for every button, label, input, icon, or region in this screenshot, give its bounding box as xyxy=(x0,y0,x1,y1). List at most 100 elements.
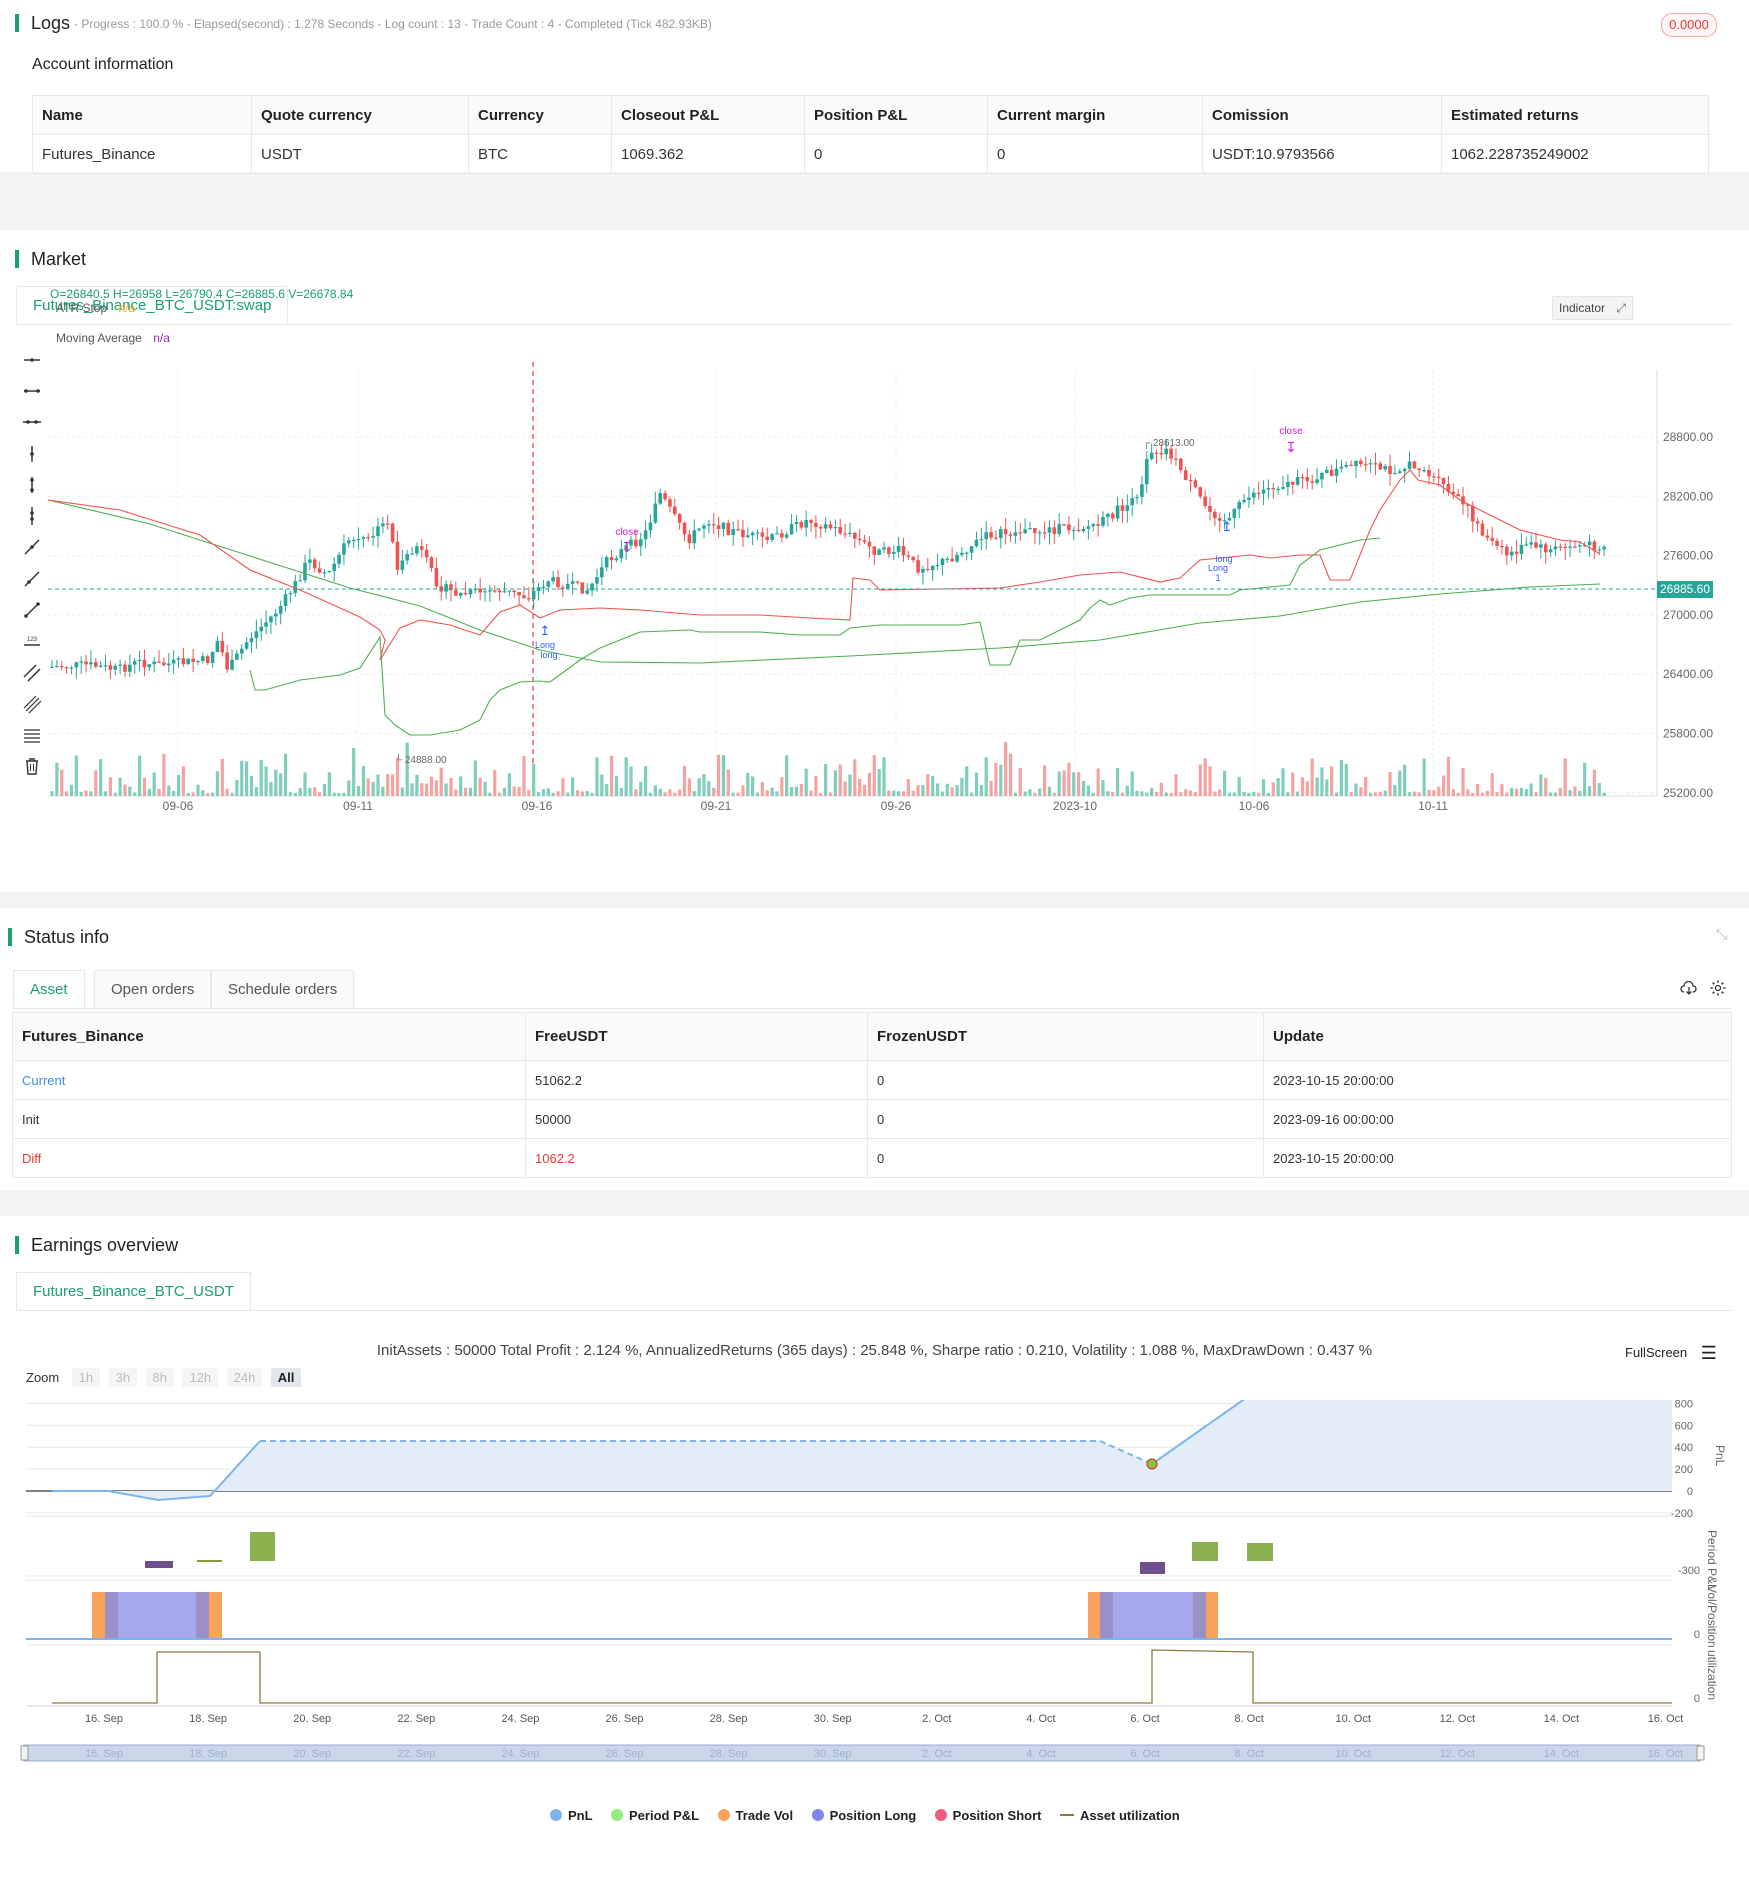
candle-body xyxy=(244,642,249,649)
candle-body xyxy=(838,527,843,534)
zoom-8h-button[interactable]: 8h xyxy=(145,1368,174,1387)
vertical-segment-icon[interactable] xyxy=(22,475,42,495)
candle-body xyxy=(512,590,517,592)
candle-body xyxy=(230,659,234,670)
candle-body xyxy=(1290,481,1295,485)
candle-body xyxy=(784,534,789,538)
zoom-3h-button[interactable]: 3h xyxy=(108,1368,138,1387)
pnl-tick-label: 0 xyxy=(1687,1486,1693,1498)
cloud-download-icon[interactable] xyxy=(1680,979,1698,997)
legend-asset-utilization[interactable]: Asset utilization xyxy=(1059,1808,1180,1823)
trend-line-icon[interactable] xyxy=(22,537,42,557)
zoom-24h-button[interactable]: 24h xyxy=(226,1368,263,1387)
ray-line-icon[interactable] xyxy=(22,569,42,589)
volume-bar xyxy=(142,778,147,796)
candlestick-chart[interactable]: 28800.00 28200.00 27600.00 27000.00 26400.00… xyxy=(0,340,1749,810)
tab-asset[interactable]: Asset xyxy=(13,970,85,1009)
ma-legend: Moving Average n/a xyxy=(56,331,170,345)
tab-open-orders[interactable]: Open orders xyxy=(94,970,212,1009)
x-tick-label: 09-11 xyxy=(343,799,373,810)
candle-body xyxy=(390,523,395,542)
volume-bar xyxy=(488,792,492,796)
candle-body xyxy=(1018,532,1023,534)
x-tick-label: 18. Sep xyxy=(189,1713,227,1725)
tab-schedule-orders[interactable]: Schedule orders xyxy=(211,970,355,1009)
volume-bar xyxy=(347,780,351,796)
collapse-icon[interactable]: ⤡ xyxy=(1716,926,1728,942)
candle-body xyxy=(989,532,993,538)
volume-bar xyxy=(293,792,297,796)
candle-body xyxy=(1242,499,1246,503)
candle-body xyxy=(1261,489,1266,494)
y-tick-label: 27000.00 xyxy=(1663,608,1713,622)
candle-body xyxy=(137,659,142,662)
volume-bar xyxy=(838,764,842,796)
volume-bar xyxy=(1461,768,1465,796)
horizontal-levels-icon[interactable] xyxy=(22,725,42,745)
parallel-channel-icon[interactable] xyxy=(22,663,42,683)
volume-bar xyxy=(1524,789,1528,796)
volume-bar xyxy=(814,776,818,796)
zoom-all-button[interactable]: All xyxy=(270,1368,302,1387)
volume-bar xyxy=(999,764,1003,796)
pnl-tick-label: 200 xyxy=(1675,1464,1693,1476)
navigator-tick-label: 2. Oct xyxy=(922,1748,951,1760)
candle-body xyxy=(1436,476,1441,478)
volume-bar xyxy=(799,783,803,796)
legend-trade-vol[interactable]: Trade Vol xyxy=(717,1808,793,1823)
segment-line-icon[interactable] xyxy=(22,600,42,620)
market-symbol-tab[interactable]: Futures_Binance_BTC_USDT:swap xyxy=(16,286,289,325)
trash-icon[interactable] xyxy=(22,756,42,776)
fullscreen-button[interactable]: FullScreen ☰ xyxy=(1625,1343,1717,1364)
candle-body xyxy=(1198,487,1203,497)
volume-bar xyxy=(1407,792,1412,796)
horizontal-line-icon[interactable] xyxy=(22,381,42,401)
settings-gear-icon[interactable] xyxy=(1709,979,1727,997)
volume-bar xyxy=(1310,758,1314,796)
extended-line-icon[interactable] xyxy=(22,412,42,432)
logs-badge[interactable]: 0.0000 xyxy=(1661,13,1717,37)
candle-body xyxy=(186,658,191,665)
fibonacci-icon[interactable] xyxy=(22,694,42,714)
asset-cell: Diff xyxy=(12,1138,526,1178)
earnings-symbol-tab[interactable]: Futures_Binance_BTC_USDT xyxy=(16,1272,251,1311)
candle-body xyxy=(1110,513,1115,519)
pnl-tick-label: 400 xyxy=(1675,1442,1693,1454)
zoom-12h-button[interactable]: 12h xyxy=(182,1368,219,1387)
volume-bar xyxy=(721,754,726,796)
earnings-title: Earnings overview xyxy=(15,1236,178,1254)
indicator-button[interactable]: Indicator ⤢ xyxy=(1552,296,1633,320)
legend-period-pnl[interactable]: Period P&L xyxy=(611,1808,699,1823)
price-line-icon[interactable]: 123 xyxy=(22,631,42,651)
volume-bar xyxy=(318,792,322,796)
vertical-ray-icon[interactable] xyxy=(22,506,42,526)
period-pnl-bar xyxy=(1192,1542,1218,1561)
volume-bar xyxy=(1038,788,1042,796)
volume-bar xyxy=(1091,792,1095,796)
candle-body xyxy=(1305,477,1310,482)
legend-position-short[interactable]: Position Short xyxy=(934,1808,1042,1823)
legend-pnl[interactable]: PnL xyxy=(550,1808,593,1823)
horizontal-ray-icon[interactable] xyxy=(22,350,42,370)
close-arrow-icon: ↧ xyxy=(1285,440,1297,456)
candle-body xyxy=(492,590,497,592)
candle-body xyxy=(673,506,677,515)
account-col-currency: Currency xyxy=(468,95,612,135)
navigator-tick-label: 14. Oct xyxy=(1544,1748,1579,1760)
volume-bar xyxy=(512,786,516,796)
volume-bar xyxy=(522,755,526,796)
legend-position-long[interactable]: Position Long xyxy=(811,1808,916,1823)
x-tick-label: 8. Oct xyxy=(1234,1713,1263,1725)
volume-bar xyxy=(809,790,813,796)
candle-body xyxy=(1359,460,1363,465)
candle-body xyxy=(1037,532,1042,534)
candle-body xyxy=(1422,470,1426,472)
volume-bar xyxy=(1286,792,1290,796)
vertical-line-icon[interactable] xyxy=(22,444,42,464)
zoom-1h-button[interactable]: 1h xyxy=(71,1368,101,1387)
volume-bar xyxy=(619,788,623,796)
x-tick-label: 16. Sep xyxy=(85,1713,123,1725)
candle-body xyxy=(274,613,278,617)
candle-body xyxy=(1485,535,1490,538)
